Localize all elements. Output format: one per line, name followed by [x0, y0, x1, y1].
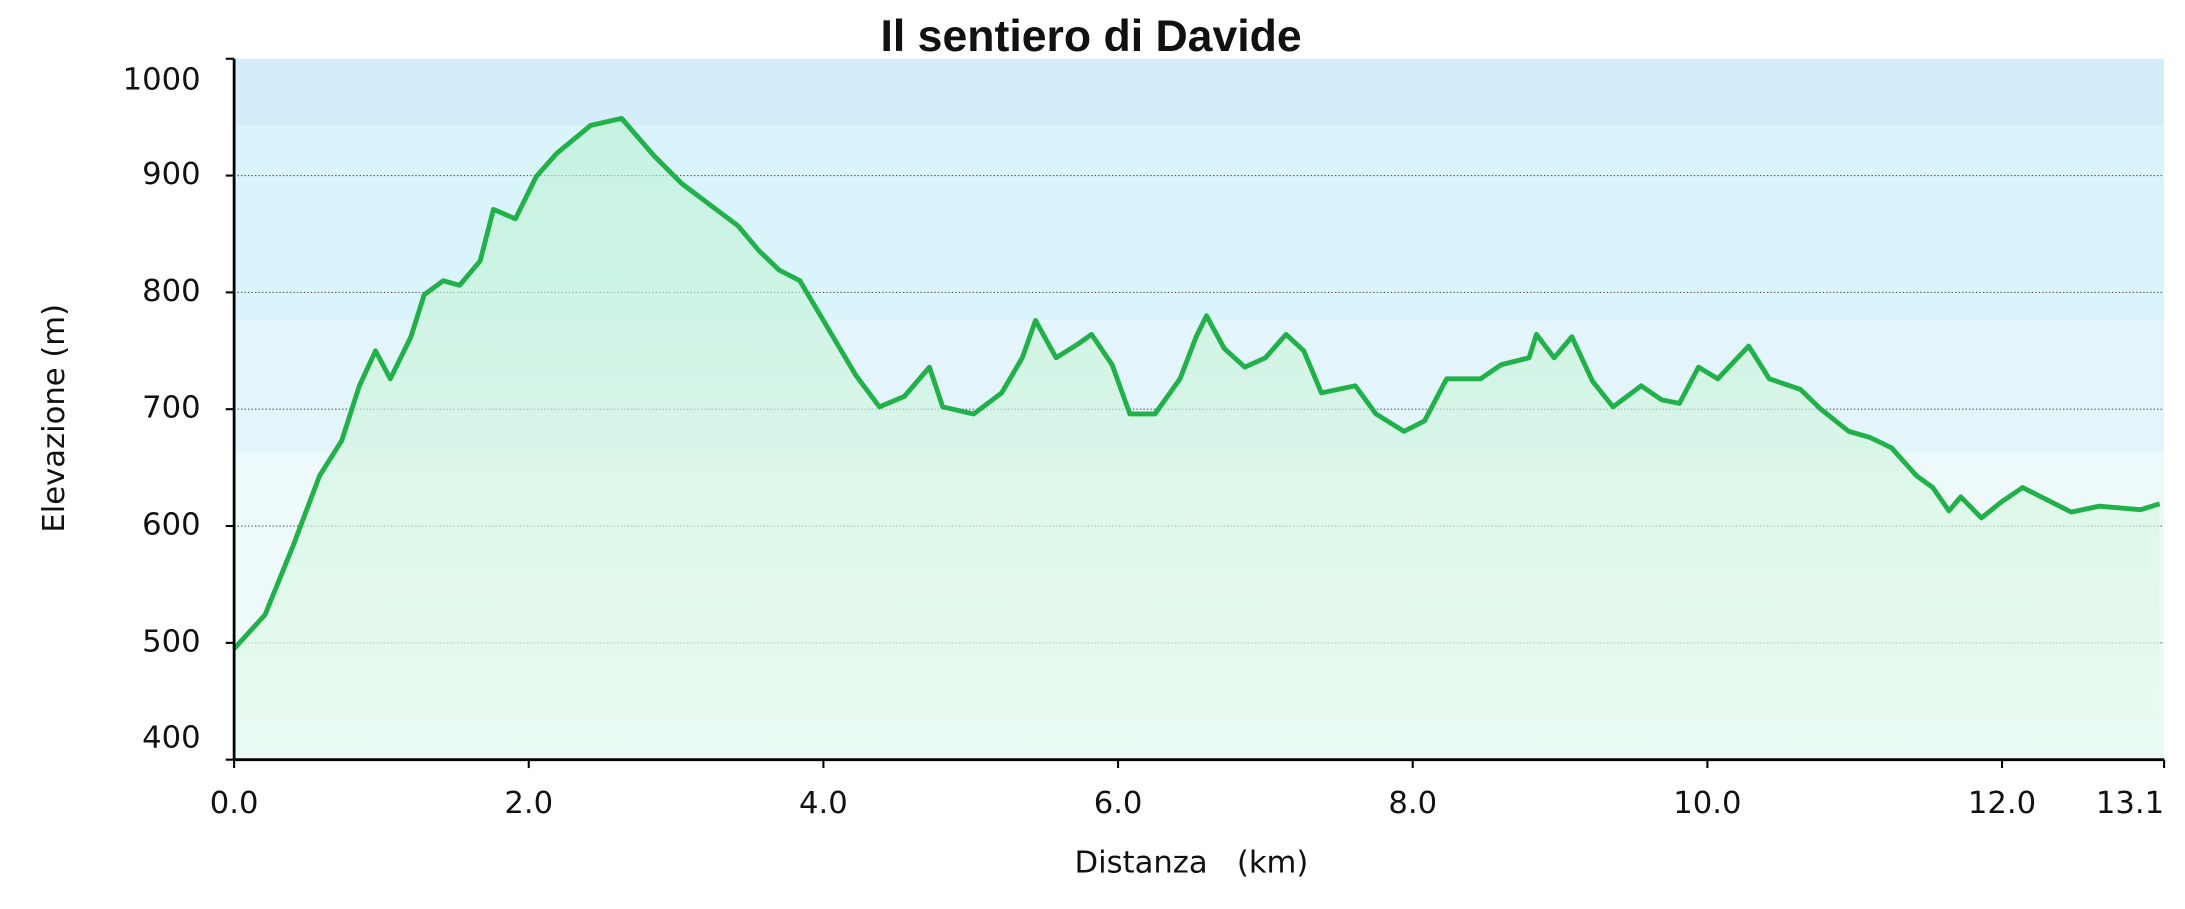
x-tick-label: 0.0: [210, 786, 259, 821]
chart-title: Il sentiero di Davide: [881, 12, 1302, 61]
y-tick-label: 800: [142, 274, 200, 309]
x-axis-label: Distanza (km): [1075, 846, 1309, 881]
x-tick-label: 6.0: [1094, 786, 1143, 821]
elevation-line: [232, 115, 2161, 651]
y-tick-label: 500: [142, 624, 200, 659]
x-tick-label: 4.0: [799, 786, 848, 821]
x-tick-label: 12.0: [1968, 786, 2036, 821]
y-tick-label: 400: [142, 720, 200, 755]
area-fill: [234, 118, 2160, 760]
y-tick-label: 600: [142, 508, 200, 543]
y-tick-label: 1000: [123, 63, 201, 98]
x-tick-label: 13.1: [2096, 786, 2164, 821]
x-tick-label: 8.0: [1388, 786, 1437, 821]
y-tick-label: 700: [142, 391, 200, 426]
y-axis-label: Elevazione (m): [37, 304, 72, 533]
x-tick-label: 10.0: [1673, 786, 1741, 821]
y-tick-label: 900: [142, 157, 200, 192]
x-tick-label: 2.0: [504, 786, 553, 821]
